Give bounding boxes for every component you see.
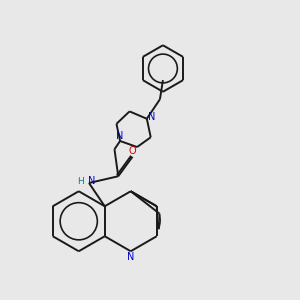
Text: H: H xyxy=(77,177,84,186)
Text: O: O xyxy=(129,146,136,157)
Text: N: N xyxy=(88,176,96,187)
Text: N: N xyxy=(127,251,134,262)
Text: N: N xyxy=(116,131,124,141)
Text: N: N xyxy=(148,112,156,122)
